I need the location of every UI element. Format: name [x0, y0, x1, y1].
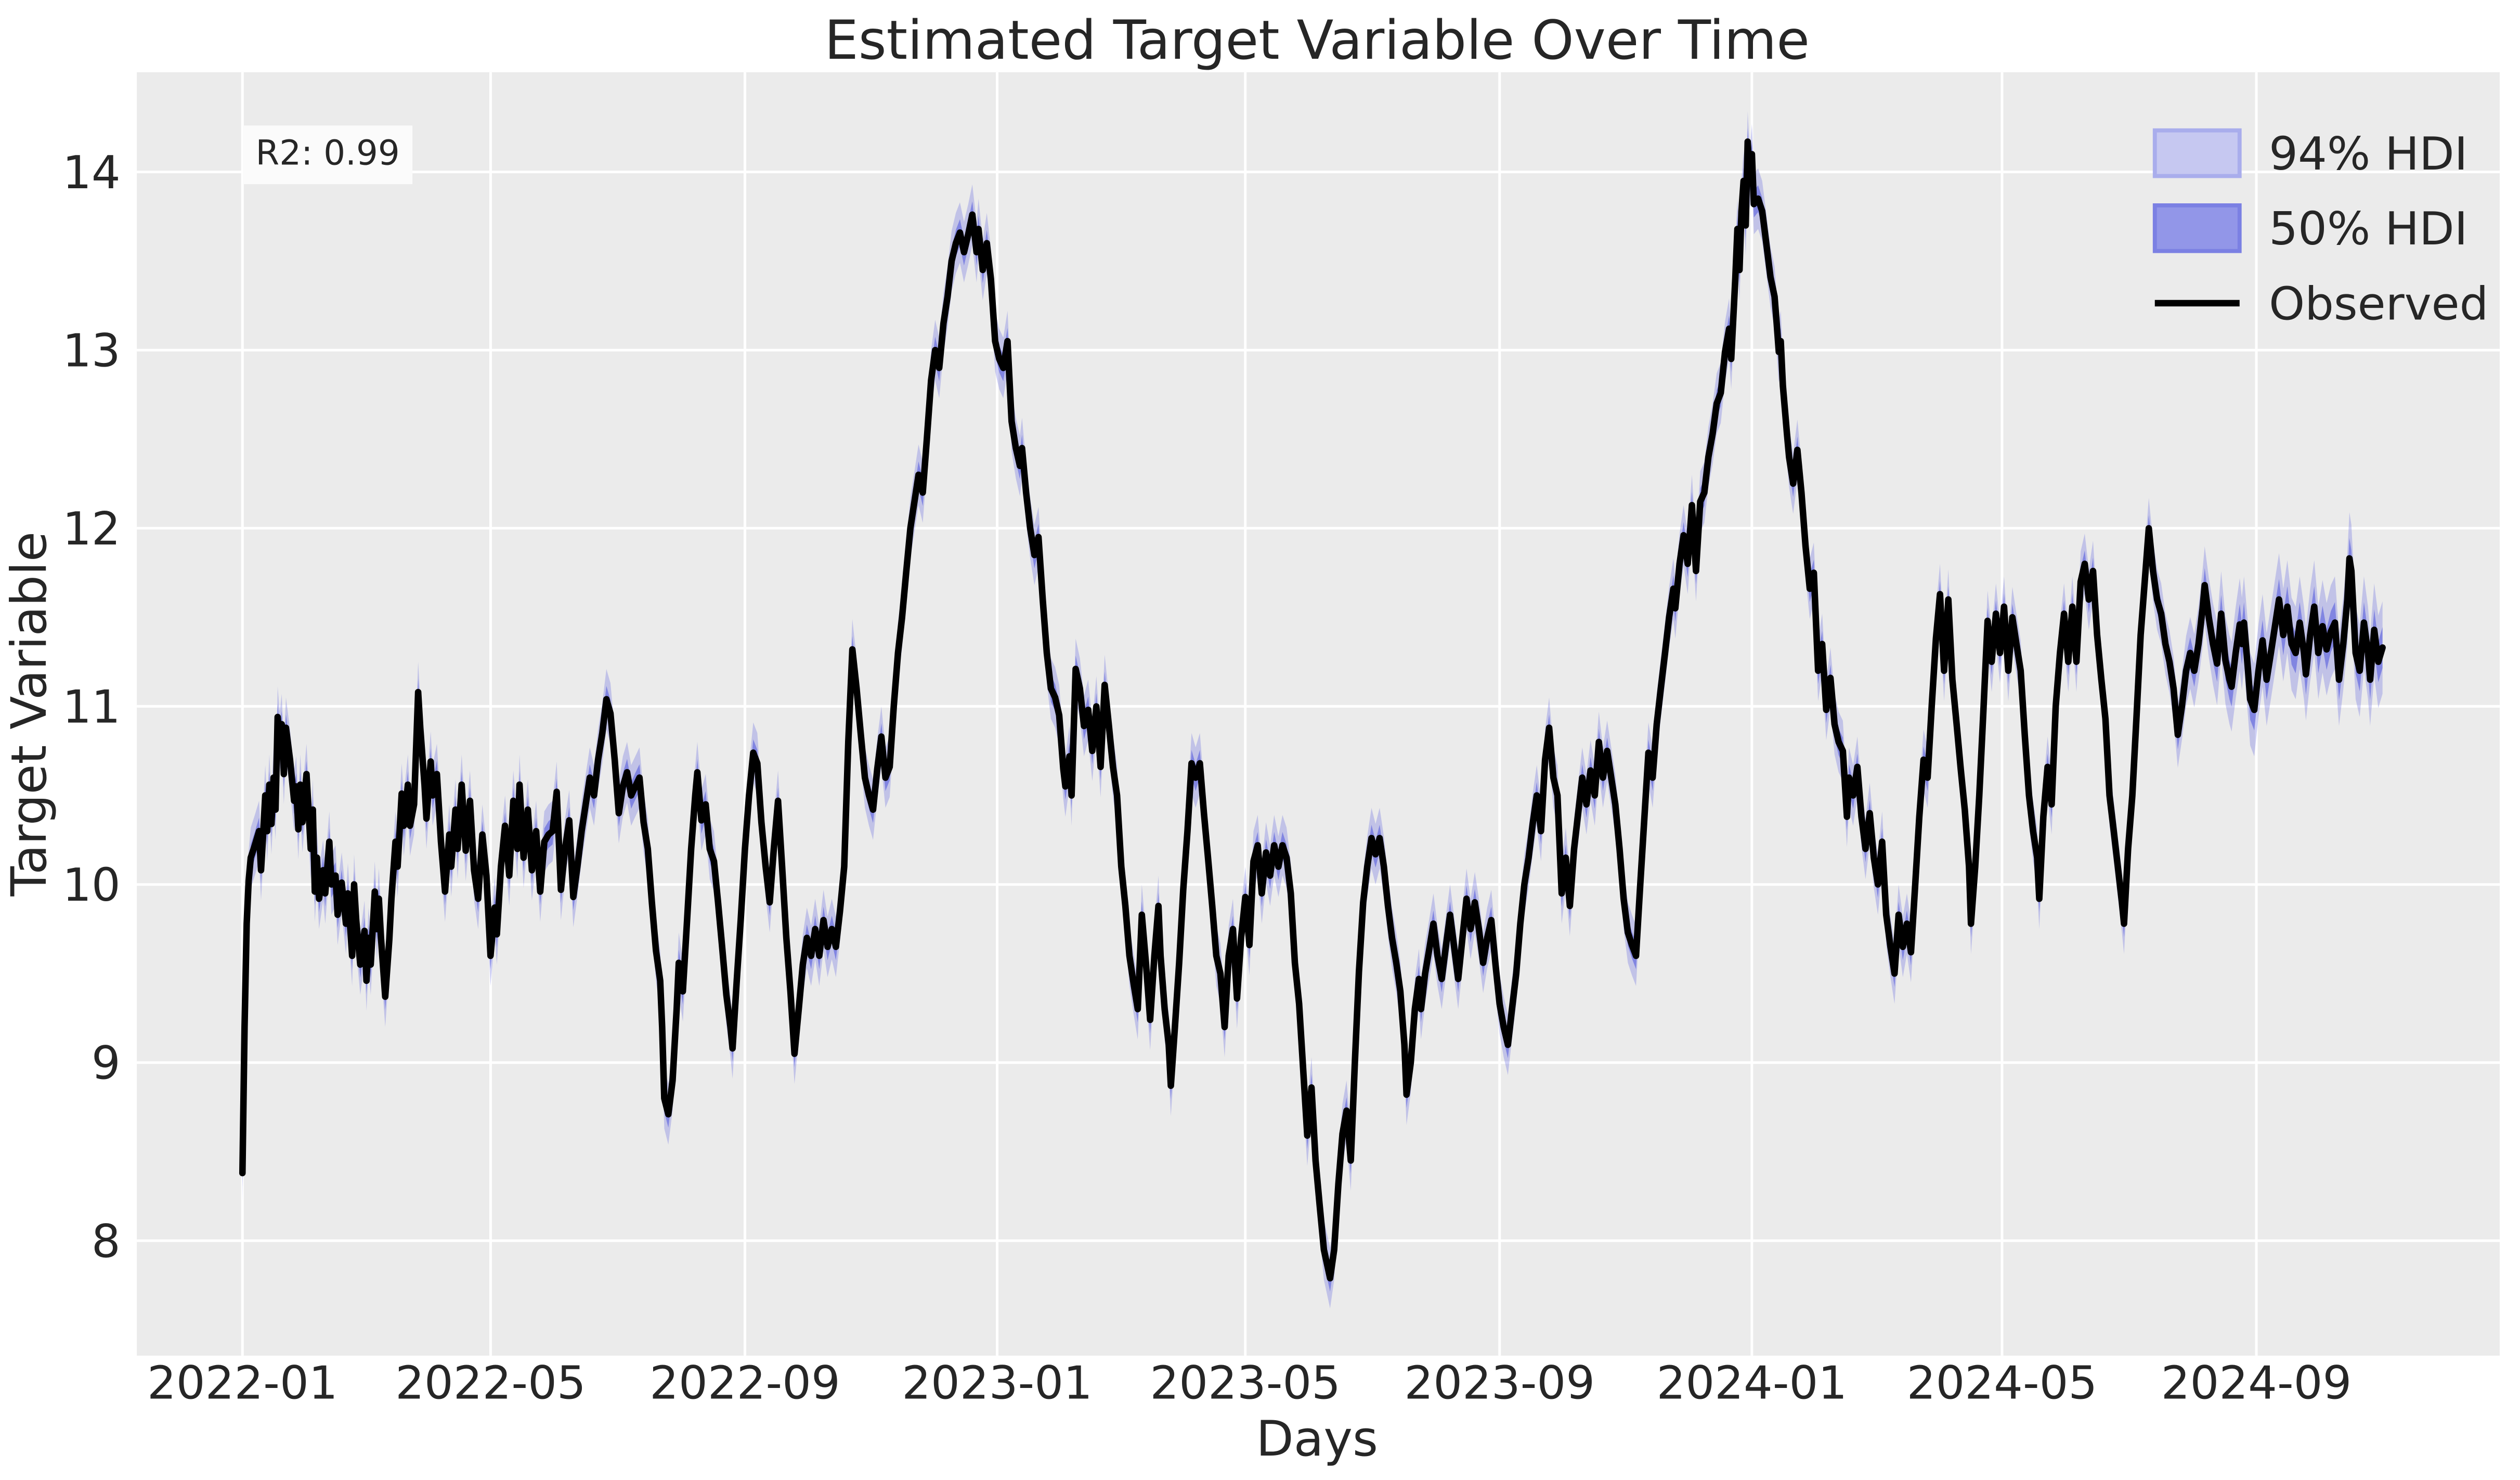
r2-annotation-text: R2: 0.99 — [256, 133, 400, 173]
observed-line — [239, 138, 2386, 1282]
x-tick-label: 2024-05 — [1907, 1356, 2098, 1409]
legend-item-94-hdi: 94% HDI — [2152, 127, 2468, 180]
r2-annotation-box — [243, 125, 413, 185]
x-axis-label: Days — [1256, 1411, 1378, 1468]
y-tick-label: 13 — [62, 324, 121, 378]
x-tick-label: 2024-09 — [2161, 1356, 2352, 1409]
legend-label-50-hdi: 50% HDI — [2269, 202, 2467, 255]
x-tick-label: 2024-01 — [1657, 1356, 1848, 1409]
r2-annotation: R2: 0.99 — [243, 125, 413, 185]
x-tick-label: 2022-05 — [395, 1356, 586, 1409]
legend: 94% HDI 50% HDI Observed — [2152, 127, 2488, 330]
x-tick-label: 2023-05 — [1150, 1356, 1341, 1409]
y-tick-label: 12 — [62, 502, 121, 555]
y-tick-label: 10 — [62, 859, 121, 912]
y-axis-label: Target Variable — [1, 531, 58, 897]
y-tick-label: 14 — [62, 146, 121, 199]
x-tick-label: 2023-09 — [1404, 1356, 1595, 1409]
gridlines — [137, 72, 2500, 1356]
legend-item-50-hdi: 50% HDI — [2152, 202, 2468, 255]
x-tick-label: 2022-09 — [650, 1356, 840, 1409]
y-tick-label: 11 — [62, 681, 121, 734]
legend-swatch-94-hdi — [2152, 128, 2242, 178]
y-tick-labels: 8 9 10 11 12 13 14 — [62, 146, 121, 1268]
x-tick-label: 2022-01 — [147, 1356, 338, 1409]
y-tick-label: 9 — [92, 1037, 121, 1090]
legend-item-observed: Observed — [2154, 277, 2488, 330]
legend-label-observed: Observed — [2269, 277, 2488, 330]
chart-title: Estimated Target Variable Over Time — [824, 9, 1810, 72]
legend-label-94-hdi: 94% HDI — [2269, 127, 2467, 180]
legend-swatch-50-hdi — [2152, 203, 2242, 253]
y-tick-label: 8 — [92, 1215, 121, 1268]
x-tick-label: 2023-01 — [902, 1356, 1093, 1409]
x-tick-labels: 2022-01 2022-05 2022-09 2023-01 2023-05 2023-… — [147, 1356, 2352, 1409]
